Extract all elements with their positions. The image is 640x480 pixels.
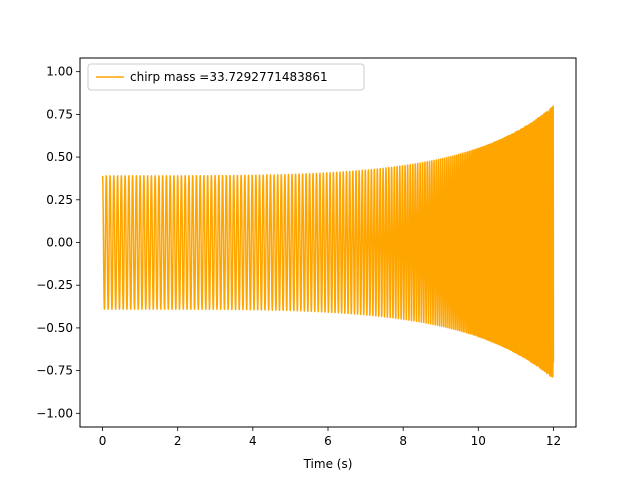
y-axis-ticks: −1.00 −0.75 −0.50 −0.25 0.00 0.25 0.50 0.75 1.00 bbox=[36, 65, 80, 420]
x-tick-label: 10 bbox=[471, 434, 486, 448]
y-tick-label: −0.75 bbox=[36, 364, 73, 378]
plot-series bbox=[101, 105, 555, 378]
x-tick-label: 4 bbox=[249, 434, 257, 448]
series-line-chirp bbox=[101, 105, 555, 378]
x-tick-label: 2 bbox=[174, 434, 182, 448]
x-tick-label: 8 bbox=[399, 434, 407, 448]
x-tick-label: 0 bbox=[99, 434, 107, 448]
y-tick-label: −1.00 bbox=[36, 406, 73, 420]
x-tick-label: 6 bbox=[324, 434, 332, 448]
y-tick-label: 0.75 bbox=[46, 107, 73, 121]
legend-box bbox=[87, 63, 365, 91]
y-tick-label: 0.50 bbox=[46, 150, 73, 164]
x-axis-label: Time (s) bbox=[303, 457, 353, 471]
y-tick-label: 0.00 bbox=[46, 236, 73, 250]
legend: chirp mass =33.7292771483861 bbox=[87, 63, 365, 91]
y-tick-label: −0.50 bbox=[36, 321, 73, 335]
x-axis-ticks: 0 2 4 6 8 10 12 bbox=[99, 427, 561, 448]
y-tick-label: −0.25 bbox=[36, 278, 73, 292]
y-tick-label: 1.00 bbox=[46, 65, 73, 79]
x-tick-label: 12 bbox=[546, 434, 561, 448]
legend-label: chirp mass =33.7292771483861 bbox=[130, 70, 328, 84]
y-tick-label: 0.25 bbox=[46, 193, 73, 207]
